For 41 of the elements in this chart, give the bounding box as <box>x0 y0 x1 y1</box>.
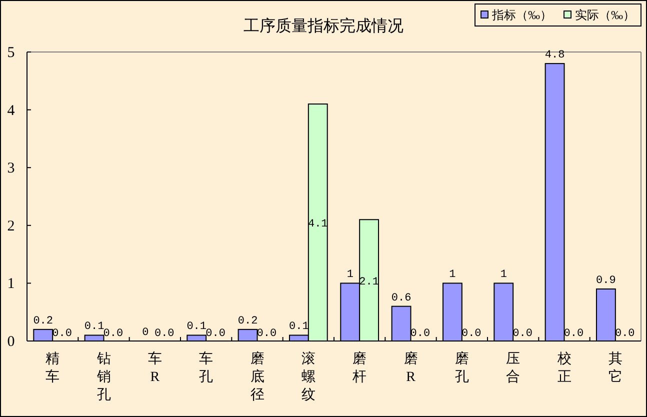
data-label: 0.0 <box>103 328 124 340</box>
data-label: 0.9 <box>596 274 616 287</box>
legend-label: 指标（‰） <box>491 8 552 22</box>
y-tick-label: 1 <box>7 276 15 292</box>
legend-label: 实际（‰） <box>575 8 635 22</box>
data-label: 0.0 <box>256 328 277 340</box>
x-tick-label: 校正 <box>557 352 572 385</box>
data-label: 1 <box>346 269 354 282</box>
data-label: 4.8 <box>544 50 565 62</box>
x-tick-label: 车孔 <box>199 352 214 385</box>
data-label: 0.0 <box>410 328 430 340</box>
data-label: 0.1 <box>289 321 309 334</box>
y-tick-label: 2 <box>7 218 15 234</box>
x-tick-label: 其它 <box>608 352 622 385</box>
data-label: 0.2 <box>238 315 258 328</box>
data-label: 1 <box>449 269 456 282</box>
data-label: 0.1 <box>84 321 104 334</box>
x-tick-label: 磨底径 <box>250 352 264 403</box>
title: 工序质量指标完成情况 <box>244 18 404 35</box>
data-label: 0.0 <box>564 328 584 340</box>
data-label: 0.0 <box>52 328 72 340</box>
x-tick-label: 钻销孔 <box>96 352 111 403</box>
data-label: 0.2 <box>33 315 54 328</box>
x-tick-label: 磨杆 <box>352 352 367 385</box>
data-label: 0.0 <box>206 328 226 340</box>
x-tick-label: 精车 <box>46 352 60 385</box>
x-tick-label: 磨R <box>404 352 418 385</box>
y-tick-label: 4 <box>7 102 15 119</box>
y-tick-label: 0 <box>7 334 15 350</box>
x-tick-label: 磨孔 <box>454 352 469 385</box>
data-label: 0 <box>142 327 149 339</box>
x-tick-label: 滚螺纹 <box>301 352 316 403</box>
y-tick-label: 5 <box>7 45 15 61</box>
x-tick-label: 压合 <box>506 352 520 385</box>
data-label: 1 <box>500 269 507 282</box>
data-label: 0.6 <box>391 292 412 304</box>
y-tick-label: 3 <box>7 160 15 177</box>
data-label: 0.0 <box>154 328 174 340</box>
data-label: 0.0 <box>512 328 532 340</box>
x-tick-label: 车R <box>148 352 162 385</box>
data-label: 0.1 <box>186 321 207 334</box>
